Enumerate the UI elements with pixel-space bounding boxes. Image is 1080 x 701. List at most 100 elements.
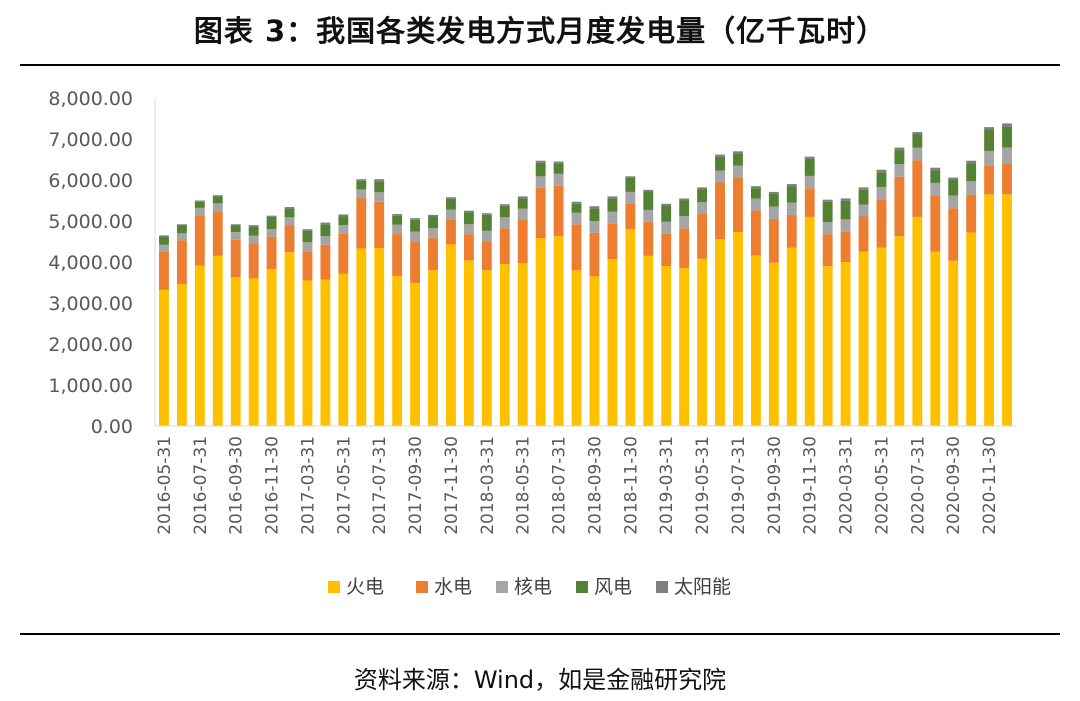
bar-segment	[840, 231, 851, 262]
bar-segment	[266, 229, 277, 237]
stacked-bar-chart: 0.00 1,000.00 2,000.00 3,000.00 4,000.00 5,00…	[48, 88, 1016, 598]
bar-segment	[661, 221, 672, 234]
bar-segment	[338, 214, 349, 217]
bar-segment	[930, 170, 941, 183]
bar-segment	[930, 182, 941, 196]
bar-segment	[266, 236, 277, 269]
bar-segment	[212, 195, 223, 197]
x-tick-label: 2019-09-30	[765, 436, 785, 535]
bar-segment	[499, 205, 510, 218]
bar-segment	[715, 156, 725, 171]
bar-segment	[320, 222, 331, 225]
bar-segment	[1002, 126, 1012, 148]
x-tick-label: 2016-05-31	[155, 436, 175, 535]
x-tick-label: 2017-11-30	[442, 436, 462, 535]
top-rule	[20, 64, 1060, 66]
bar-segment	[194, 215, 205, 266]
x-tick-label: 2018-07-31	[550, 436, 570, 535]
bar-segment	[984, 194, 995, 426]
bar-segment	[733, 151, 743, 154]
y-tick-label: 7,000.00	[48, 129, 133, 151]
bar-segment	[194, 200, 205, 202]
x-tick-label: 2017-03-31	[298, 436, 318, 535]
bar-segment	[930, 251, 941, 426]
bar-segment	[768, 206, 779, 219]
bar-segment	[428, 237, 438, 271]
bar-segment	[428, 216, 438, 228]
bar-segment	[392, 234, 403, 276]
bar-segment	[715, 182, 725, 240]
bar-segment	[768, 193, 779, 207]
bar-segment	[984, 165, 995, 195]
bar-segment	[750, 198, 761, 211]
bar-segment	[876, 186, 887, 200]
bar-segment	[446, 244, 456, 426]
x-tick-label: 2020-07-31	[908, 436, 928, 535]
bar-segment	[284, 252, 295, 426]
x-tick-label: 2016-11-30	[263, 436, 283, 535]
legend-label: 水电	[434, 576, 472, 598]
bar-segment	[930, 195, 941, 252]
x-tick-label: 2016-07-31	[191, 436, 211, 535]
bar-segment	[338, 216, 349, 226]
bar-segment	[194, 265, 205, 426]
bar-segment	[804, 175, 815, 189]
bar-segment	[948, 180, 959, 196]
bar-segment	[822, 199, 833, 202]
bar-segment	[679, 228, 690, 269]
bar-segment	[840, 200, 851, 220]
bar-segment	[697, 189, 708, 203]
bar-segment	[894, 236, 905, 426]
legend-label: 太阳能	[674, 576, 731, 598]
bar-segment	[284, 208, 295, 218]
bar-segment	[159, 244, 169, 252]
bar-segment	[607, 259, 618, 426]
bar-segment	[374, 179, 385, 182]
bar-segment	[966, 194, 977, 233]
bar-segment	[535, 176, 546, 188]
x-tick-label: 2019-11-30	[801, 436, 821, 535]
bar-segment	[230, 225, 241, 233]
bar-segment	[786, 247, 797, 426]
bar-segment	[248, 225, 259, 227]
bar-segment	[822, 234, 833, 267]
bar-segment	[571, 270, 582, 426]
bar-segment	[643, 221, 654, 256]
bar-segment	[589, 208, 600, 221]
bar-segment	[230, 239, 241, 278]
bar-segment	[230, 224, 241, 226]
bar-segment	[463, 260, 474, 426]
bar-segment	[804, 156, 815, 159]
bar-segment	[463, 224, 474, 235]
bar-segment	[553, 173, 564, 186]
bar-segment	[607, 211, 618, 224]
bar-segment	[266, 215, 277, 217]
bottom-rule	[20, 633, 1060, 635]
bar-segment	[661, 233, 672, 267]
bar-segment	[499, 217, 510, 229]
bar-segment	[858, 204, 869, 217]
bar-segment	[786, 214, 797, 248]
bar-segment	[553, 236, 564, 426]
bar-segment	[894, 150, 905, 165]
bar-segment	[930, 167, 941, 171]
bar-segment	[661, 203, 672, 206]
bar-segment	[715, 239, 725, 426]
legend-swatch	[496, 581, 508, 593]
bar-segment	[374, 248, 385, 426]
bar-segment	[159, 289, 169, 426]
bar-segment	[948, 208, 959, 261]
bar-segment	[876, 247, 887, 426]
bar-segment	[948, 260, 959, 426]
bar-segment	[589, 206, 600, 209]
bar-segment	[481, 230, 492, 242]
bar-segment	[212, 211, 223, 256]
bar-segment	[248, 226, 259, 236]
bar-segment	[966, 163, 977, 182]
bar-segment	[517, 219, 528, 264]
bar-segment	[159, 251, 169, 290]
bar-segment	[176, 225, 187, 234]
bar-segment	[517, 263, 528, 426]
y-tick-label: 4,000.00	[48, 252, 133, 274]
bar-segment	[589, 276, 600, 426]
